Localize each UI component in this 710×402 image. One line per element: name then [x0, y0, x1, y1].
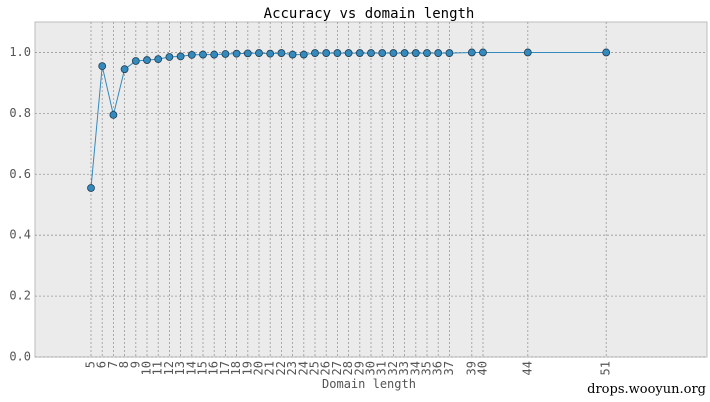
- x-tick-label: 33: [397, 361, 411, 375]
- x-tick-label: 36: [431, 361, 445, 375]
- point: [143, 56, 151, 64]
- point: [87, 184, 95, 192]
- x-tick-label: 31: [375, 361, 389, 375]
- point: [288, 50, 297, 59]
- x-tick-label: 21: [263, 361, 277, 375]
- watermark: drops.wooyun.org: [587, 382, 706, 397]
- point: [255, 49, 263, 57]
- plot-area: [34, 21, 708, 358]
- point: [411, 49, 420, 57]
- x-tick-label: 5: [84, 361, 98, 368]
- x-tick-label: 40: [476, 361, 490, 375]
- point: [266, 49, 275, 58]
- point: [344, 49, 353, 57]
- point: [479, 48, 487, 57]
- x-tick-label: 8: [117, 361, 131, 368]
- point: [322, 49, 331, 57]
- x-tick-label: 32: [386, 361, 400, 375]
- x-tick-label: 13: [173, 361, 187, 375]
- x-tick-label: 24: [296, 361, 310, 375]
- point: [221, 50, 230, 58]
- point: [602, 48, 611, 57]
- x-tick-label: 18: [229, 361, 243, 375]
- x-tick-label: 14: [184, 361, 198, 375]
- point: [243, 49, 252, 58]
- point: [355, 49, 364, 57]
- x-tick-label: 9: [128, 361, 142, 368]
- point: [131, 57, 140, 65]
- x-tick-label: 15: [196, 361, 210, 375]
- x-tick-label: 11: [151, 361, 165, 375]
- x-tick-label: 37: [442, 361, 456, 375]
- x-tick-label: 30: [364, 361, 378, 375]
- point: [109, 110, 118, 119]
- point: [176, 52, 185, 61]
- point: [299, 50, 308, 59]
- point: [98, 62, 107, 71]
- point: [367, 49, 375, 57]
- x-tick-label: 29: [352, 361, 366, 375]
- point: [165, 53, 174, 61]
- x-tick-label: 12: [162, 361, 176, 375]
- point: [210, 50, 219, 59]
- x-tick-label: 34: [408, 361, 422, 375]
- x-tick-label: 23: [285, 361, 299, 375]
- x-tick-label: 25: [308, 361, 322, 375]
- x-tick-label: 7: [106, 361, 120, 368]
- x-tick-label: 26: [319, 361, 333, 375]
- point: [232, 49, 241, 58]
- point: [311, 49, 319, 57]
- y-tick-label: 0.0: [9, 350, 31, 364]
- y-tick-label: 0.6: [9, 167, 31, 181]
- y-tick-label: 0.2: [9, 289, 31, 303]
- x-tick-label: 27: [330, 361, 344, 375]
- y-tick-label: 0.4: [9, 228, 31, 242]
- point: [467, 48, 476, 57]
- x-tick-label: 16: [207, 361, 221, 375]
- x-tick-label: 19: [240, 361, 254, 375]
- x-tick-label: 28: [341, 361, 355, 375]
- point: [187, 50, 196, 59]
- x-tick-label: 17: [218, 361, 232, 375]
- point: [199, 50, 207, 59]
- x-tick-label: 51: [599, 361, 613, 375]
- x-tick-label: 20: [252, 361, 266, 375]
- x-tick-label: 35: [420, 361, 434, 375]
- point: [120, 65, 129, 74]
- point: [445, 49, 454, 57]
- point: [277, 49, 286, 57]
- point: [154, 55, 163, 64]
- point: [378, 49, 387, 57]
- point: [389, 49, 398, 57]
- x-tick-label: 44: [520, 361, 534, 375]
- point: [423, 49, 431, 57]
- chart-title: Accuracy vs domain length: [264, 6, 475, 22]
- y-tick-label: 0.8: [9, 106, 31, 120]
- x-tick-label: 10: [140, 361, 154, 375]
- point: [523, 48, 532, 57]
- x-tick-label: 22: [274, 361, 288, 375]
- x-tick-label: 39: [464, 361, 478, 375]
- x-tick-label: 6: [95, 361, 109, 368]
- point: [333, 49, 342, 57]
- point: [434, 49, 443, 57]
- x-axis-label: Domain length: [322, 377, 416, 391]
- y-tick-label: 1.0: [9, 45, 31, 59]
- point: [400, 49, 409, 57]
